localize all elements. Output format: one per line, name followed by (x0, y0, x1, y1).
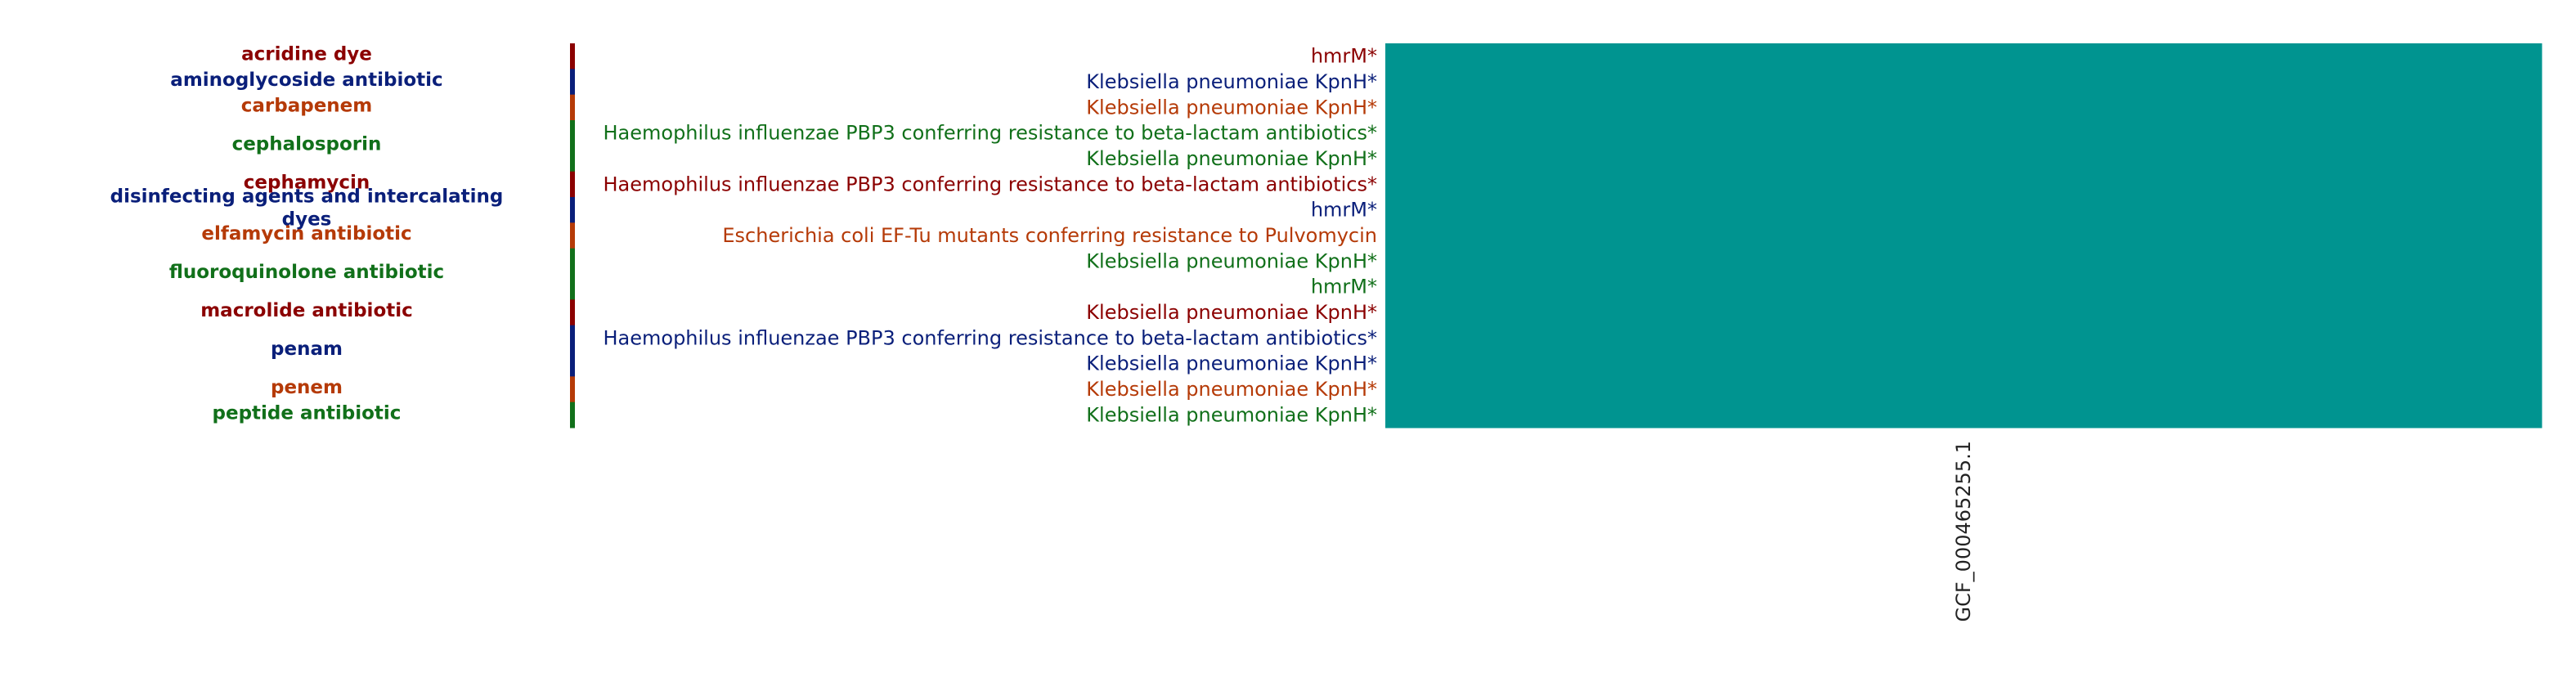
drug-class-label: elfamycin antibiotic (201, 223, 411, 245)
drug-class-bar-segment (570, 94, 575, 121)
drug-class-label: fluoroquinolone antibiotic (169, 262, 444, 283)
gene-label: hmrM* (1311, 199, 1377, 222)
heatmap-cell (1385, 222, 2542, 249)
heatmap-cell (1385, 197, 2542, 223)
gene-label: Klebsiella pneumoniae KpnH* (1086, 96, 1377, 119)
drug-class-label: carbapenem (241, 95, 372, 116)
heatmap-cell (1385, 402, 2542, 428)
gene-label: Haemophilus influenzae PBP3 conferring r… (603, 326, 1377, 349)
drug-class-label: cephamycin (244, 172, 370, 193)
drug-class-bar-segment (570, 69, 575, 96)
heatmap-cell (1385, 325, 2542, 352)
gene-label: Klebsiella pneumoniae KpnH* (1086, 378, 1377, 401)
heatmap-cell (1385, 120, 2542, 146)
drug-class-bar-segment (570, 376, 575, 403)
heatmap-cell (1385, 171, 2542, 198)
gene-label: hmrM* (1311, 276, 1377, 298)
drug-class-bar-segment (570, 222, 575, 249)
sample-labels: GCF_000465255.1 (1952, 441, 1975, 621)
drug-class-label: aminoglycoside antibiotic (170, 70, 442, 91)
gene-label: Klebsiella pneumoniae KpnH* (1086, 403, 1377, 426)
heatmap-cell (1385, 43, 2542, 70)
drug-class-bar-segment (570, 402, 575, 428)
gene-label: Klebsiella pneumoniae KpnH* (1086, 352, 1377, 375)
drug-class-label: acridine dye (241, 44, 372, 65)
drug-class-bar-segment (570, 197, 575, 223)
drug-class-label: macrolide antibiotic (200, 300, 413, 321)
drug-class-label: peptide antibiotic (213, 402, 402, 424)
gene-label: Klebsiella pneumoniae KpnH* (1086, 70, 1377, 93)
drug-class-bar-segment (570, 120, 575, 173)
heatmap-cell (1385, 146, 2542, 173)
heatmap-cell (1385, 94, 2542, 121)
gene-label: Haemophilus influenzae PBP3 conferring r… (603, 122, 1377, 145)
heatmap-cell (1385, 351, 2542, 377)
sample-label: GCF_000465255.1 (1952, 441, 1975, 621)
gene-label: Haemophilus influenzae PBP3 conferring r… (603, 173, 1377, 195)
heatmap-cell (1385, 299, 2542, 326)
drug-class-labels: acridine dye aminoglycoside antibiotic car… (110, 44, 504, 424)
heatmap-cell (1385, 248, 2542, 275)
gene-labels: hmrM*Klebsiella pneumoniae KpnH*Klebsiel… (603, 45, 1377, 427)
gene-label: hmrM* (1311, 45, 1377, 68)
drug-class-label: cephalosporin (232, 133, 382, 155)
drug-class-label: penem (271, 377, 343, 398)
drug-class-bar-segment (570, 43, 575, 70)
drug-class-label: penam (271, 339, 343, 360)
drug-class-color-bar (570, 43, 575, 428)
drug-class-bar-segment (570, 248, 575, 300)
drug-class-bar-segment (570, 171, 575, 198)
heatmap-cells (1385, 43, 2542, 428)
gene-label: Klebsiella pneumoniae KpnH* (1086, 249, 1377, 272)
gene-label: Klebsiella pneumoniae KpnH* (1086, 147, 1377, 170)
drug-class-bar-segment (570, 299, 575, 326)
heatmap-cell (1385, 69, 2542, 96)
drug-class-bar-segment (570, 325, 575, 377)
gene-label: Escherichia coli EF-Tu mutants conferrin… (722, 224, 1377, 247)
heatmap-cell (1385, 274, 2542, 300)
drug-class-label: disinfecting agents and intercalating dye… (110, 186, 504, 231)
gene-label: Klebsiella pneumoniae KpnH* (1086, 301, 1377, 324)
heatmap-cell (1385, 376, 2542, 403)
